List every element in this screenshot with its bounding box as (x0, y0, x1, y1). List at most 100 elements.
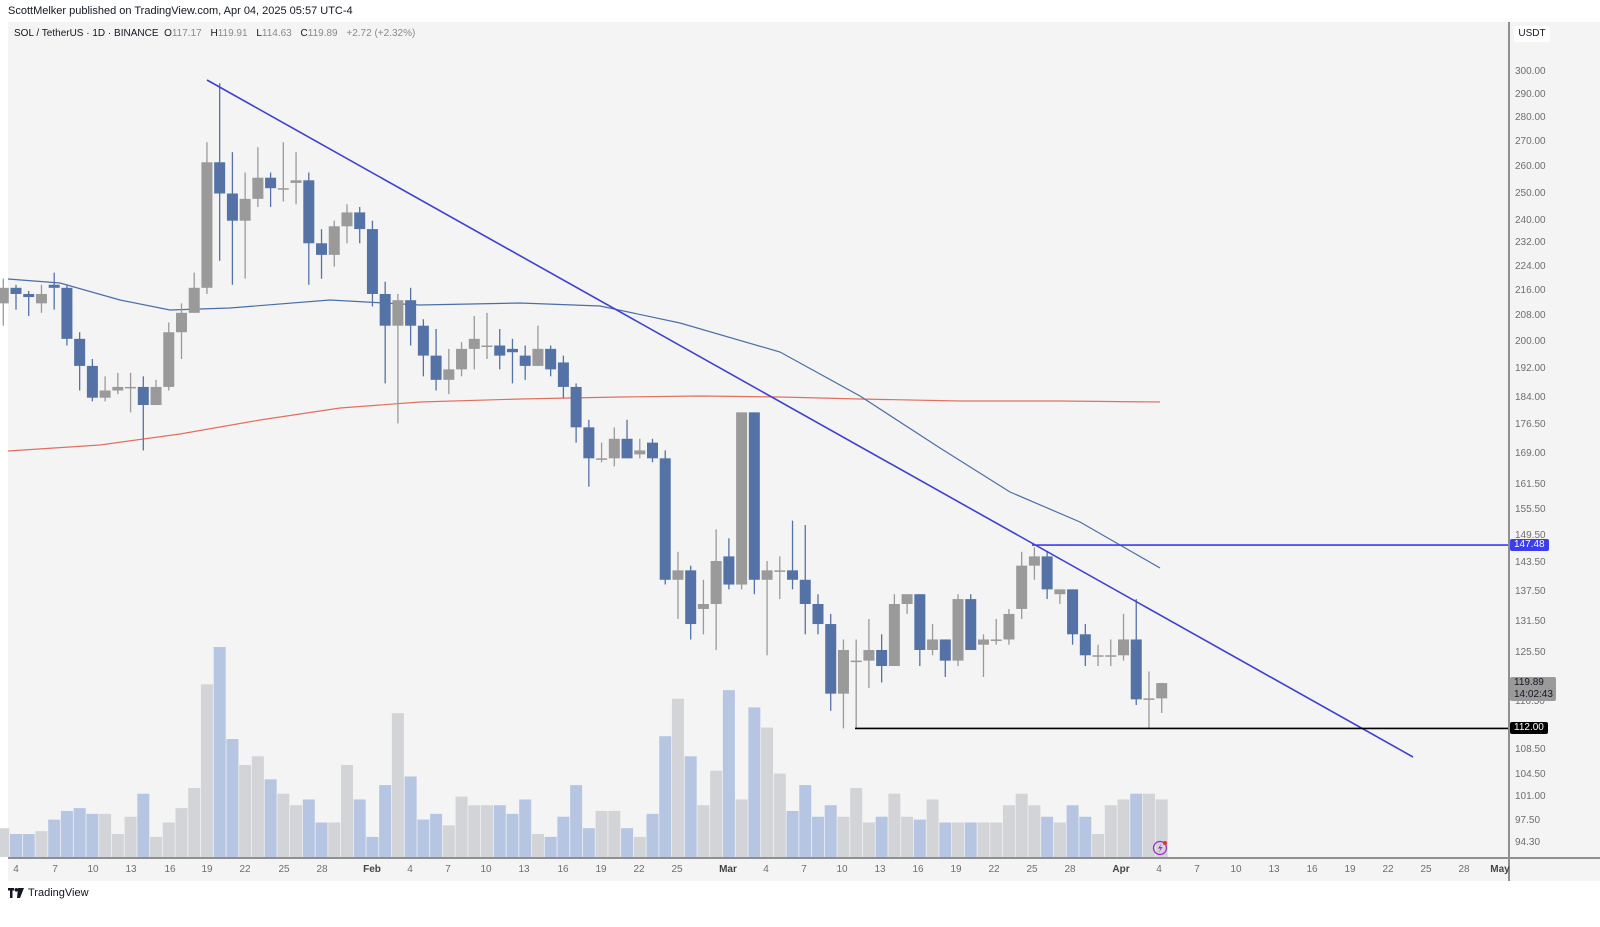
candle-body[interactable] (0, 287, 9, 304)
candle-body[interactable] (761, 570, 773, 580)
candle-body[interactable] (787, 570, 799, 580)
candle-body[interactable] (608, 438, 620, 459)
candle-body[interactable] (150, 386, 162, 405)
candle-body[interactable] (417, 325, 429, 356)
candle-body[interactable] (456, 348, 468, 370)
candle-body[interactable] (1041, 556, 1053, 590)
candle-body[interactable] (850, 660, 862, 663)
candle-body[interactable] (710, 561, 722, 605)
candle-body[interactable] (685, 570, 697, 625)
candle-body[interactable] (672, 570, 684, 580)
candle-body[interactable] (226, 193, 238, 221)
candle-body[interactable] (634, 450, 646, 455)
tradingview-logo[interactable]: TradingView (8, 887, 89, 899)
candle-body[interactable] (647, 442, 658, 459)
candle-body[interactable] (1003, 613, 1015, 640)
candle-body[interactable] (61, 287, 73, 339)
candle-body[interactable] (1105, 655, 1117, 657)
candle-body[interactable] (812, 604, 824, 625)
candle-body[interactable] (481, 345, 493, 348)
candle-body[interactable] (265, 177, 277, 189)
descending-trendline[interactable] (206, 79, 1414, 758)
candle-body[interactable] (1143, 698, 1155, 700)
candle-body[interactable] (175, 312, 187, 333)
candle-body[interactable] (430, 355, 442, 380)
candle-body[interactable] (952, 599, 964, 661)
candle-body[interactable] (201, 162, 213, 288)
candle-body[interactable] (977, 639, 989, 645)
moving-average-line[interactable] (7, 395, 1161, 452)
candle-body[interactable] (239, 198, 251, 221)
candle-body[interactable] (468, 338, 480, 349)
candle-body[interactable] (799, 579, 811, 605)
candle-body[interactable] (494, 345, 506, 356)
candle-body[interactable] (774, 570, 786, 572)
candle-body[interactable] (545, 348, 557, 370)
candle-body[interactable] (392, 300, 404, 326)
moving-average-line[interactable] (7, 278, 1161, 569)
candle-body[interactable] (328, 226, 340, 255)
candle-body[interactable] (341, 212, 353, 227)
candle-body[interactable] (163, 332, 175, 387)
candle-body[interactable] (901, 594, 913, 605)
candle-body[interactable] (863, 649, 875, 661)
time-axis[interactable] (8, 857, 1508, 881)
candle-body[interactable] (927, 639, 939, 650)
candle-body[interactable] (354, 212, 366, 230)
candle-body[interactable] (277, 188, 289, 190)
candle-body[interactable] (914, 594, 926, 650)
candle-body[interactable] (825, 624, 837, 694)
candle-body[interactable] (1054, 589, 1066, 595)
candle-body[interactable] (1156, 683, 1168, 699)
candle-body[interactable] (405, 300, 417, 326)
candle-body[interactable] (876, 649, 888, 667)
candle-body[interactable] (1118, 639, 1130, 656)
candle-body[interactable] (137, 386, 149, 405)
candle-body[interactable] (1067, 589, 1079, 635)
candle-body[interactable] (1028, 556, 1040, 566)
candle-body[interactable] (48, 284, 60, 288)
candle-body[interactable] (23, 293, 35, 298)
currency-unit-button[interactable]: USDT (1514, 26, 1550, 42)
candle-body[interactable] (379, 293, 391, 326)
price-axis[interactable] (1508, 22, 1600, 857)
candle-body[interactable] (1130, 639, 1142, 700)
candle-body[interactable] (888, 604, 900, 667)
candle-body[interactable] (252, 177, 264, 199)
candle-body[interactable] (570, 386, 582, 428)
candle-body[interactable] (583, 427, 595, 459)
lightning-alert-icon[interactable] (1152, 840, 1168, 856)
candle-body[interactable] (748, 412, 760, 580)
candle-body[interactable] (214, 162, 226, 194)
candle-body[interactable] (35, 293, 47, 304)
candle-body[interactable] (939, 639, 951, 661)
candle-body[interactable] (596, 458, 608, 460)
candle-body[interactable] (10, 287, 22, 294)
candle-body[interactable] (659, 458, 671, 580)
candle-body[interactable] (965, 599, 977, 650)
candle-body[interactable] (621, 438, 633, 459)
candle-body[interactable] (990, 639, 1002, 641)
candle-body[interactable] (303, 180, 315, 244)
candle-body[interactable] (506, 348, 518, 353)
candle-body[interactable] (188, 287, 200, 313)
candle-body[interactable] (112, 386, 124, 391)
candle-body[interactable] (125, 386, 137, 389)
candle-body[interactable] (99, 390, 111, 398)
candle-body[interactable] (519, 355, 531, 366)
candle-body[interactable] (723, 556, 735, 585)
candle-body[interactable] (1079, 634, 1091, 656)
candle-body[interactable] (532, 348, 544, 366)
candle-body[interactable] (1016, 565, 1028, 609)
candle-body[interactable] (86, 365, 98, 398)
candle-body[interactable] (736, 412, 748, 585)
candle-body[interactable] (74, 338, 86, 366)
candle-body[interactable] (290, 180, 302, 183)
candle-body[interactable] (443, 369, 455, 380)
candle-body[interactable] (697, 604, 709, 609)
candle-body[interactable] (316, 243, 328, 255)
candle-body[interactable] (1092, 655, 1104, 657)
candle-body[interactable] (557, 362, 569, 387)
candle-body[interactable] (837, 649, 849, 694)
candle-body[interactable] (366, 229, 378, 294)
